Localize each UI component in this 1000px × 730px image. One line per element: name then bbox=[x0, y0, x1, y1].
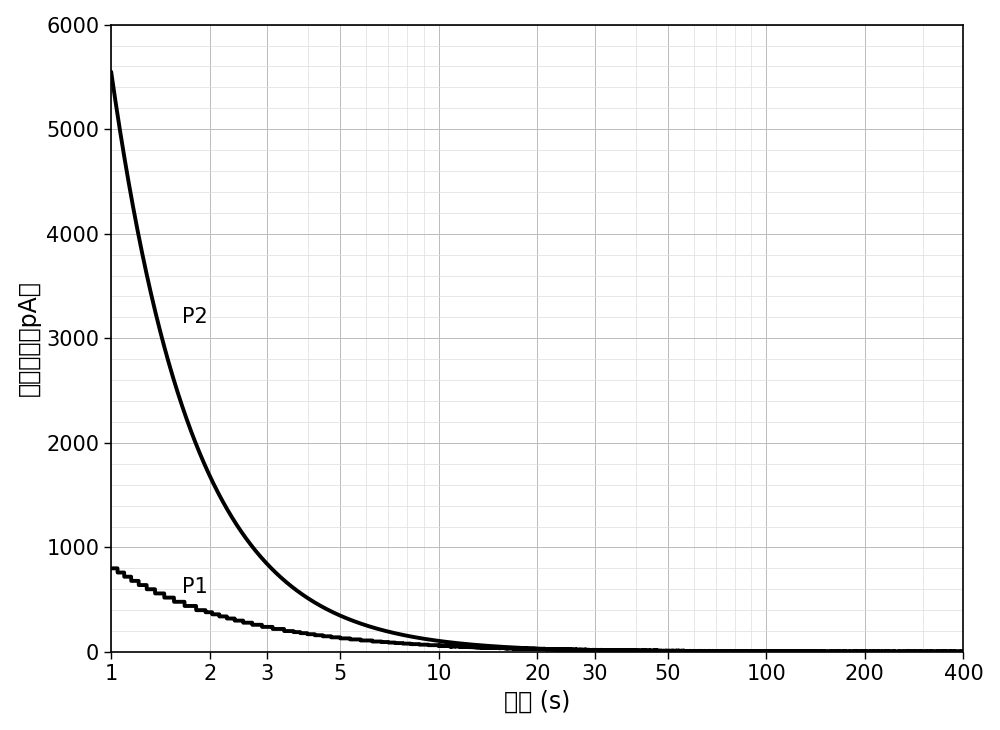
Text: P1: P1 bbox=[182, 577, 208, 597]
Y-axis label: 极化电流（pA）: 极化电流（pA） bbox=[17, 280, 41, 396]
X-axis label: 时间 (s): 时间 (s) bbox=[504, 689, 570, 713]
Text: P2: P2 bbox=[182, 307, 208, 326]
